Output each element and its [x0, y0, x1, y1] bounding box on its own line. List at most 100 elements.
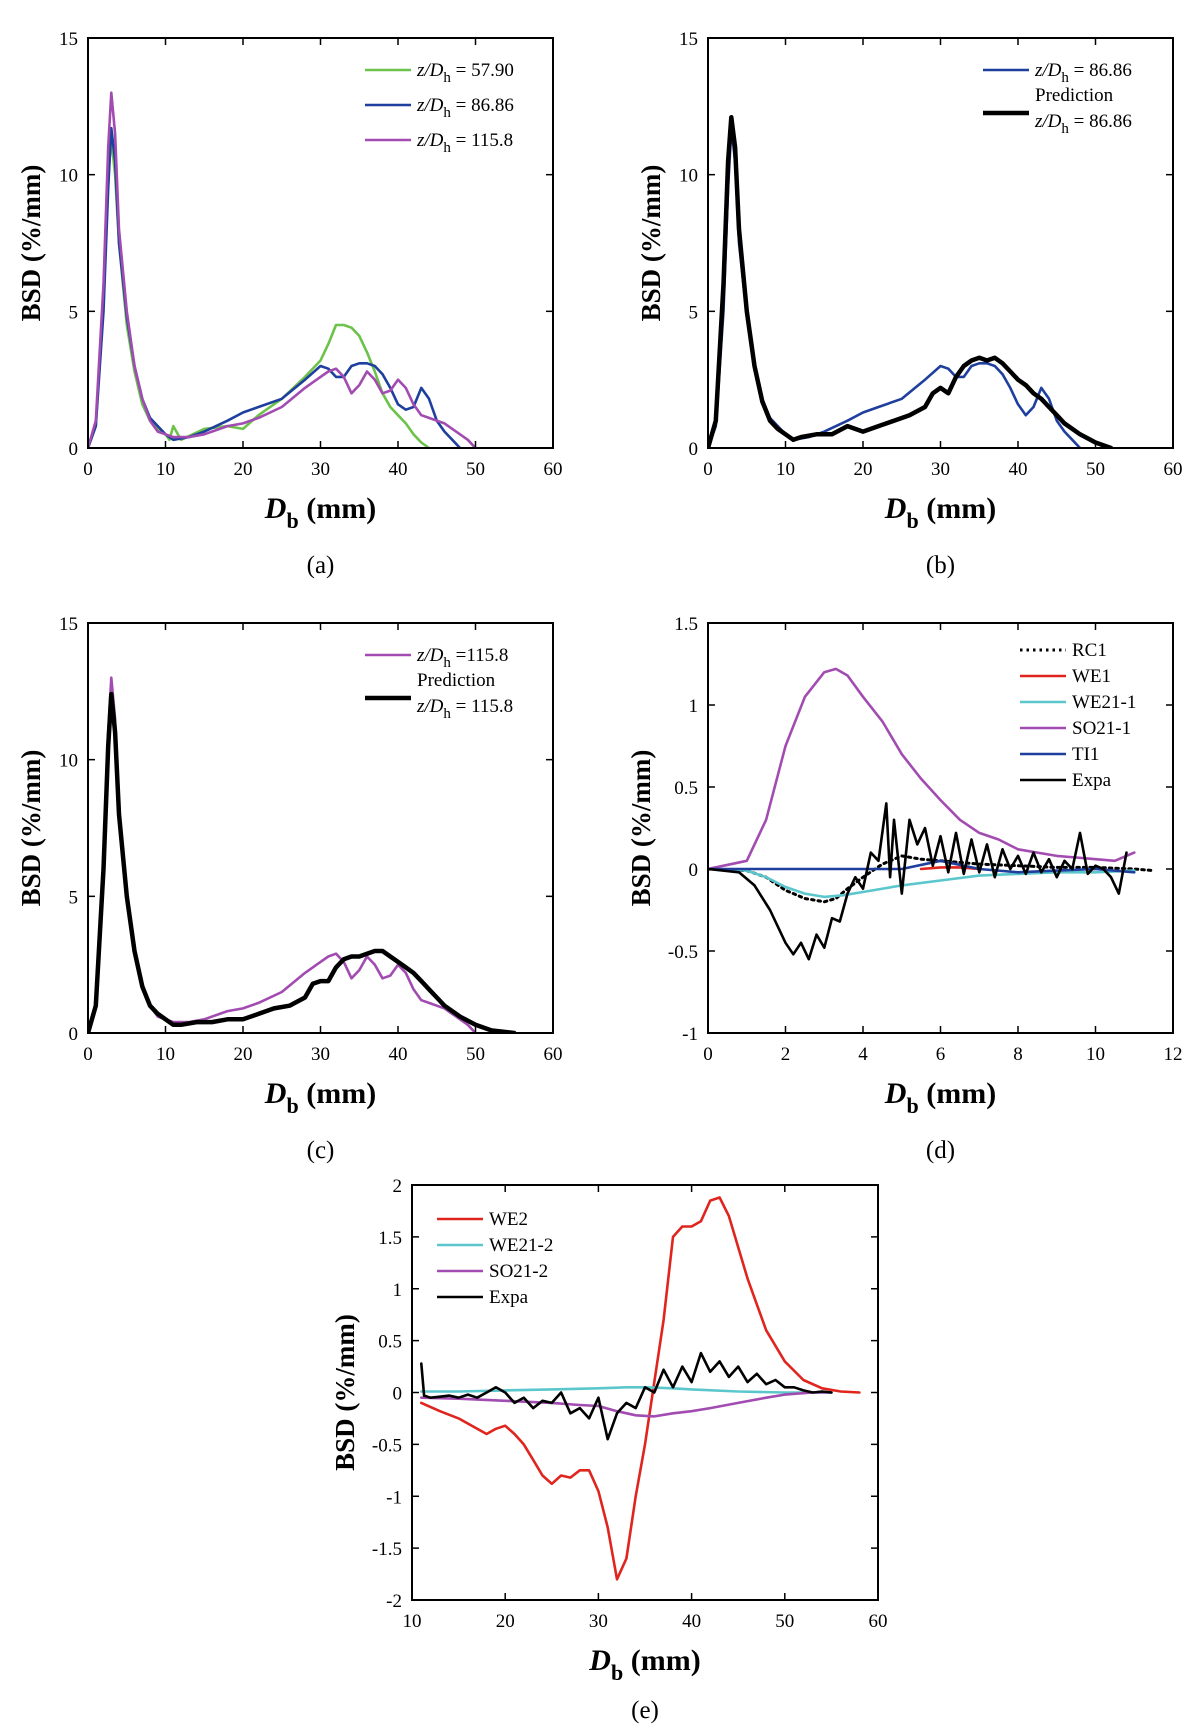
x-tick-label: 40: [682, 1611, 701, 1632]
series-line-d-5: [708, 802, 1128, 961]
x-tick-label: 4: [858, 1044, 868, 1065]
y-tick-label: 0: [689, 860, 699, 881]
legend-label: z/Dh = 86.86: [1034, 111, 1132, 137]
legend-label: WE2: [489, 1209, 528, 1230]
y-tick-label: 1: [393, 1280, 403, 1301]
x-tick-label: 8: [1013, 1044, 1023, 1065]
y-tick-label: 1.5: [378, 1228, 402, 1249]
series-line-c-1: [88, 691, 517, 1033]
legend-label-top: Prediction: [417, 670, 496, 691]
series-line-e-0: [419, 1196, 861, 1581]
series-line-e-1: [419, 1386, 833, 1394]
y-tick-label: -1: [682, 1024, 698, 1045]
x-tick-label: 20: [234, 1044, 253, 1065]
chart-panel-c: 0 10 20 30 40 50 60 0 5 10 15 BSD (%/mm) Db (mm) (c) z…: [16, 614, 563, 1164]
series-line-e-3: [419, 1351, 833, 1441]
y-tick-label: -2: [386, 1591, 402, 1612]
x-tick-label: 30: [311, 1044, 330, 1065]
x-tick-label: 50: [1086, 459, 1105, 480]
y-tick-label: 0.5: [378, 1332, 402, 1353]
series-line-d-4: [708, 859, 1136, 874]
legend-label: z/Dh = 115.8: [416, 696, 513, 722]
x-tick-label: 12: [1164, 1044, 1183, 1065]
legend-label: WE21-2: [489, 1235, 553, 1256]
legend-label: z/Dh = 86.86: [1034, 60, 1132, 86]
legend-label: Expa: [489, 1287, 529, 1308]
y-axis-label: BSD (%/mm): [636, 165, 666, 322]
x-tick-label: 30: [931, 459, 950, 480]
y-axis-label: BSD (%/mm): [330, 1314, 360, 1471]
panel-label: (e): [631, 1697, 659, 1724]
x-tick-label: 60: [869, 1611, 888, 1632]
y-tick-label: 10: [59, 751, 78, 772]
x-tick-label: 40: [389, 1044, 408, 1065]
y-tick-label: -0.5: [372, 1435, 402, 1456]
x-tick-label: 6: [936, 1044, 946, 1065]
x-tick-label: 10: [156, 459, 175, 480]
x-tick-label: 0: [703, 459, 713, 480]
legend-label: RC1: [1072, 640, 1107, 661]
legend-label: SO21-1: [1072, 718, 1131, 739]
y-tick-label: 0: [689, 439, 699, 460]
y-tick-label: 5: [69, 302, 79, 323]
legend-label: TI1: [1072, 744, 1099, 765]
x-axis-label: Db (mm): [884, 492, 996, 533]
x-tick-label: 40: [1009, 459, 1028, 480]
chart-panel-b: 0 10 20 30 40 50 60 0 5 10 15 BSD (%/mm) Db (mm) (b) z…: [636, 29, 1183, 579]
legend-label-top: Prediction: [1035, 85, 1114, 106]
x-tick-label: 40: [389, 459, 408, 480]
y-axis-label: BSD (%/mm): [16, 165, 46, 322]
legend-label: z/Dh = 115.8: [416, 130, 513, 156]
x-tick-label: 60: [544, 1044, 563, 1065]
x-tick-label: 50: [775, 1611, 794, 1632]
y-tick-label: 5: [69, 887, 79, 908]
series-line-d-3: [708, 667, 1136, 871]
x-tick-label: 50: [466, 459, 485, 480]
x-tick-label: 0: [703, 1044, 713, 1065]
x-tick-label: 50: [466, 1044, 485, 1065]
x-tick-label: 20: [854, 459, 873, 480]
legend-label: z/Dh =115.8: [416, 645, 508, 671]
x-tick-label: 0: [83, 459, 93, 480]
y-tick-label: 0: [393, 1384, 403, 1405]
chart-panel-a: 0 10 20 30 40 50 60 0 5 10 15 BSD (%/mm) Db (mm) (a) z…: [16, 29, 563, 579]
y-tick-label: 10: [679, 166, 698, 187]
x-tick-label: 10: [776, 459, 795, 480]
y-tick-label: -0.5: [668, 942, 698, 963]
chart-panel-d: 0 2 4 6 8 10 12 -1 -0.5 0 0.5 1 1.5 BSD (%/mm) Db (mm)…: [626, 614, 1183, 1164]
x-tick-label: 20: [234, 459, 253, 480]
series-line-d-2: [708, 867, 1136, 899]
series-line-b-1: [708, 115, 1114, 448]
y-tick-label: 2: [393, 1176, 403, 1197]
y-tick-label: 15: [59, 29, 78, 50]
legend-label: z/Dh = 57.90: [416, 60, 514, 86]
panel-label: (b): [926, 552, 955, 579]
y-axis-label: BSD (%/mm): [16, 750, 46, 907]
x-tick-label: 20: [496, 1611, 515, 1632]
series-line-a-0: [88, 137, 431, 448]
y-tick-label: 0: [69, 439, 79, 460]
x-axis-label: Db (mm): [588, 1644, 700, 1685]
y-tick-label: 0: [69, 1024, 79, 1045]
x-tick-label: 30: [311, 459, 330, 480]
series-line-a-2: [88, 91, 477, 448]
x-tick-label: 10: [1086, 1044, 1105, 1065]
panel-label: (a): [307, 552, 335, 579]
series-line-e-2: [419, 1391, 833, 1418]
x-tick-label: 10: [403, 1611, 422, 1632]
panel-label: (c): [307, 1137, 335, 1164]
x-tick-label: 30: [589, 1611, 608, 1632]
legend-label: WE21-1: [1072, 692, 1136, 713]
x-tick-label: 60: [544, 459, 563, 480]
legend-label: WE1: [1072, 666, 1111, 687]
y-tick-label: -1.5: [372, 1539, 402, 1560]
legend-label: SO21-2: [489, 1261, 548, 1282]
x-axis-label: Db (mm): [264, 492, 376, 533]
panel-label: (d): [926, 1137, 955, 1164]
y-tick-label: 5: [689, 302, 699, 323]
y-tick-label: 10: [59, 166, 78, 187]
x-tick-label: 2: [781, 1044, 791, 1065]
x-tick-label: 10: [156, 1044, 175, 1065]
y-tick-label: 1: [689, 696, 699, 717]
